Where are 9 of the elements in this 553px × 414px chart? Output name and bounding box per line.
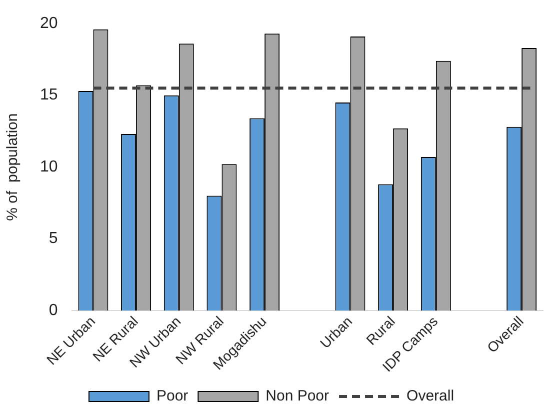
y-axis-title: % of population	[4, 113, 22, 221]
legend-label: Overall	[406, 388, 454, 405]
y-tick-label: 20	[40, 15, 58, 32]
y-tick-label: 15	[40, 86, 58, 104]
legend-label: Poor	[156, 388, 188, 405]
y-tick-label: 0	[48, 302, 58, 319]
y-tick-label: 5	[48, 230, 58, 248]
legend-label: Non Poor	[266, 388, 330, 405]
y-tick-label: 10	[40, 158, 58, 176]
